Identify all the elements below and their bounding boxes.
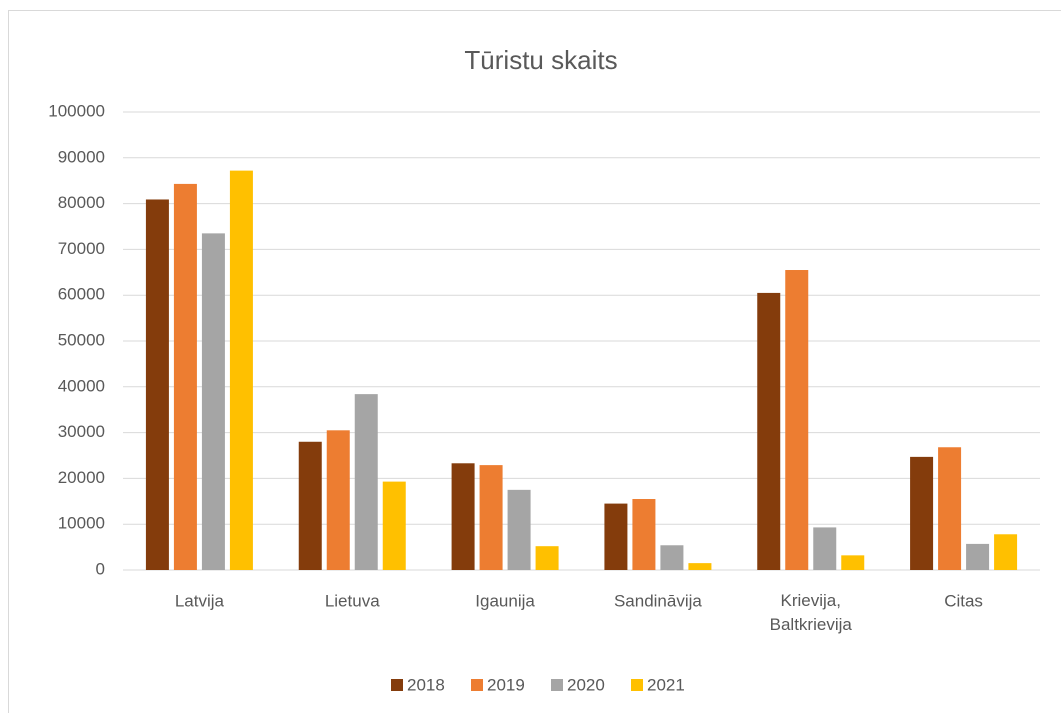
y-tick-label: 60000: [58, 285, 105, 304]
y-tick-label: 0: [96, 559, 105, 578]
legend-label: 2018: [407, 675, 445, 694]
bar: [660, 545, 684, 570]
y-tick-label: 90000: [58, 147, 105, 166]
x-tick-label: Latvija: [175, 591, 225, 610]
legend-swatch: [631, 679, 643, 691]
bar: [757, 292, 781, 570]
legend-label: 2021: [647, 675, 685, 694]
bar: [451, 463, 475, 570]
bar: [535, 546, 559, 570]
x-tick-label: Lietuva: [325, 591, 380, 610]
y-tick-label: 80000: [58, 193, 105, 212]
bar: [507, 489, 531, 570]
y-tick-label: 50000: [58, 330, 105, 349]
bar: [326, 430, 350, 570]
y-tick-label: 70000: [58, 239, 105, 258]
bar: [938, 447, 962, 570]
chart-title: Tūristu skaits: [464, 45, 617, 75]
bar: [966, 543, 990, 570]
bar: [145, 199, 169, 570]
bar: [382, 481, 406, 570]
x-tick-label: Citas: [944, 591, 983, 610]
legend-label: 2019: [487, 675, 525, 694]
bar: [910, 456, 934, 570]
bar: [229, 170, 253, 570]
y-tick-label: 10000: [58, 514, 105, 533]
bar: [201, 233, 225, 570]
y-tick-label: 30000: [58, 422, 105, 441]
bar: [813, 527, 837, 570]
y-tick-label: 20000: [58, 468, 105, 487]
bar: [173, 183, 197, 570]
legend-label: 2020: [567, 675, 605, 694]
legend-swatch: [391, 679, 403, 691]
bar: [298, 441, 322, 570]
bar: [354, 394, 378, 570]
y-tick-label: 100000: [48, 101, 105, 120]
bar: [785, 270, 809, 570]
bar: [604, 503, 628, 570]
bar: [841, 555, 865, 570]
legend-swatch: [471, 679, 483, 691]
bar: [632, 499, 656, 570]
x-tick-label: Igaunija: [475, 591, 535, 610]
bar: [688, 563, 712, 570]
bar: [994, 534, 1018, 570]
bar: [479, 465, 503, 570]
x-tick-label: Krievija, Baltkrievija: [770, 591, 853, 634]
x-tick-label: Sandināvija: [614, 591, 702, 610]
y-tick-label: 40000: [58, 376, 105, 395]
legend-swatch: [551, 679, 563, 691]
